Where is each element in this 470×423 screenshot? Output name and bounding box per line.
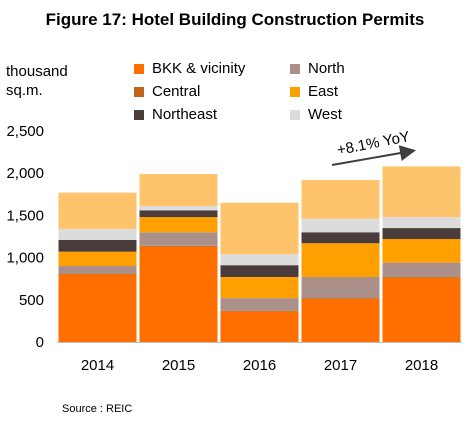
legend-label: Central	[152, 83, 201, 100]
bar-segment	[58, 251, 137, 267]
bar-segment	[139, 206, 218, 211]
legend-swatch	[290, 109, 300, 120]
x-tick-label: 2014	[81, 357, 114, 374]
legend-swatch	[290, 86, 300, 97]
bar-segment	[382, 228, 461, 240]
legend-item: Central	[134, 82, 200, 101]
bar-segment	[139, 217, 218, 233]
bar-segment	[58, 228, 137, 240]
bar-segment	[301, 232, 380, 244]
bar-segment	[301, 298, 380, 299]
bar-segment	[220, 254, 299, 266]
x-tick-label: 2018	[405, 357, 438, 374]
bar-segment	[382, 277, 461, 278]
bar-segment	[139, 174, 218, 207]
bar-segment	[139, 232, 218, 246]
bar-segment	[220, 310, 299, 312]
bar-segment	[58, 239, 137, 252]
chart-title: Figure 17: Hotel Building Construction P…	[45, 10, 425, 29]
bar-segment	[301, 218, 380, 233]
legend-label: East	[308, 83, 339, 100]
legend-swatch	[134, 63, 144, 74]
bar-segment	[139, 246, 218, 342]
y-tick-label: 1,500	[6, 207, 44, 224]
bar-segment	[382, 262, 461, 278]
x-tick-label: 2017	[324, 357, 357, 374]
x-tick-label: 2016	[243, 357, 276, 374]
bar-segment	[301, 179, 380, 219]
y-tick-label: 500	[19, 292, 44, 309]
source-note: Source : REIC	[62, 403, 133, 415]
legend-label: BKK & vicinity	[152, 60, 246, 77]
yoy-arrow	[331, 145, 416, 166]
bar-segment	[139, 210, 218, 218]
bar-segment	[220, 265, 299, 278]
y-tick-label: 1,000	[6, 250, 44, 267]
bar-segment	[58, 192, 137, 229]
y-tick-label: 2,000	[6, 165, 44, 182]
legend-label: Northeast	[152, 106, 218, 123]
legend-item: BKK & vicinity	[134, 59, 245, 78]
bar-segment	[220, 311, 299, 342]
bar-segment	[220, 277, 299, 299]
legend-item: North	[290, 59, 345, 78]
bar-segment	[301, 298, 380, 342]
yoy-annotation: +8.1% YoY	[336, 128, 412, 159]
bar-segment	[301, 243, 380, 278]
bar-segment	[382, 239, 461, 263]
legend-item: West	[290, 105, 342, 124]
bar-segment	[382, 166, 461, 218]
bar-segment	[58, 274, 137, 342]
legend-item: Northeast	[134, 105, 217, 124]
bar-segment	[382, 277, 461, 342]
y-axis-unit-label: thousand sq.m.	[6, 63, 68, 99]
legend-label: North	[308, 60, 345, 77]
legend-label: West	[308, 106, 342, 123]
legend-swatch	[134, 109, 144, 120]
bar-segment	[220, 298, 299, 311]
bar-segment	[58, 273, 137, 275]
bar-segment	[301, 277, 380, 299]
bar-segment	[220, 202, 299, 255]
y-tick-label: 2,500	[6, 123, 44, 140]
legend-swatch	[134, 86, 144, 97]
bar-segment	[139, 245, 218, 247]
y-tick-label: 0	[36, 334, 44, 351]
legend-swatch	[290, 63, 300, 74]
bar-segment	[382, 217, 461, 229]
x-tick-label: 2015	[162, 357, 195, 374]
bar-segment	[58, 266, 137, 274]
legend-item: East	[290, 82, 338, 101]
